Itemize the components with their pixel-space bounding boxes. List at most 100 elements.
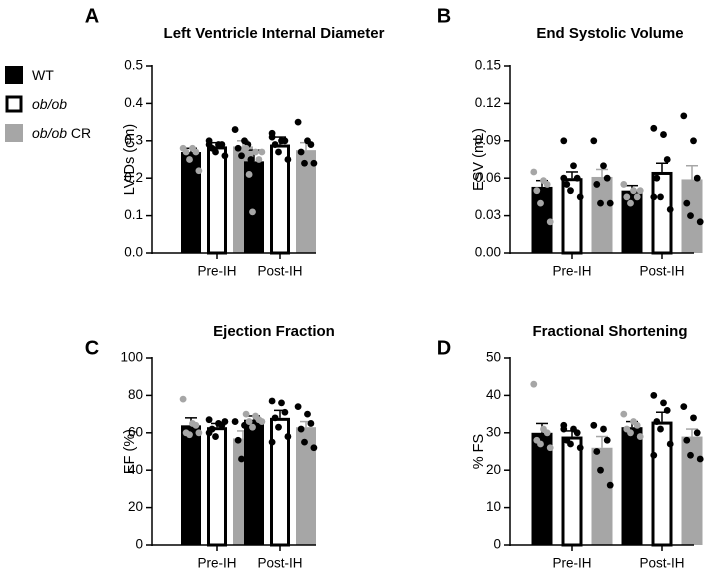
y-tick-label: 0 (135, 537, 143, 552)
data-point (268, 438, 276, 446)
legend-label-suffix: CR (67, 125, 91, 141)
y-tick-label: 0.12 (475, 95, 501, 110)
data-point (693, 174, 701, 182)
data-point (593, 448, 601, 455)
data-point (690, 137, 697, 145)
bar-obobCR-1 (296, 150, 316, 253)
data-point (195, 167, 203, 175)
category-label: Pre-IH (552, 264, 591, 279)
data-point (576, 444, 584, 452)
data-point (653, 418, 661, 425)
data-point (234, 144, 242, 152)
data-point (247, 156, 255, 163)
panel-C: C Ejection Fraction EF (%) Pre-IH Post-IH 0 20… (85, 323, 335, 570)
legend-label-0: WT (32, 67, 54, 83)
legend-label-italic: ob/ob (32, 125, 67, 141)
data-point (573, 174, 581, 182)
data-point (600, 425, 607, 433)
data-point (620, 181, 628, 188)
panel-letter: A (85, 5, 99, 27)
data-point (567, 187, 574, 195)
data-point (533, 187, 541, 195)
data-point (268, 397, 276, 405)
chart-title: Ejection Fraction (213, 323, 335, 340)
bar-obob-1 (651, 171, 673, 255)
legend-swatch-2 (5, 124, 23, 142)
data-point (234, 436, 242, 444)
data-point (680, 403, 688, 411)
data-point (693, 429, 701, 437)
category-label: Post-IH (257, 264, 302, 279)
data-point (663, 406, 671, 414)
bar-WT-0 (181, 152, 201, 253)
data-point (687, 451, 694, 459)
data-point (663, 156, 671, 163)
data-point (537, 199, 544, 207)
data-point (597, 199, 604, 207)
y-axis-label: % FS (471, 434, 487, 469)
y-tick-label: 10 (486, 499, 501, 514)
y-tick-label: 50 (486, 350, 501, 365)
y-tick-label: 30 (486, 424, 501, 439)
data-point (221, 152, 229, 160)
data-point (212, 433, 219, 440)
data-point (310, 159, 318, 167)
panel-letter: C (85, 337, 99, 359)
data-point (603, 436, 611, 444)
data-point (297, 425, 305, 433)
bar-WT-1 (621, 190, 643, 253)
panel-A: A Left Ventricle Internal Diameter LVIDs (… (85, 5, 385, 278)
data-point (650, 392, 658, 399)
data-point (294, 118, 302, 126)
y-axis-label: EF (%) (122, 429, 138, 474)
data-point (218, 141, 226, 148)
data-point (600, 162, 607, 170)
legend-label-italic: ob/ob (32, 96, 67, 112)
y-tick-label: 40 (128, 462, 143, 477)
bar-obobCR-0 (591, 447, 613, 545)
data-point (297, 148, 305, 156)
data-point (281, 408, 289, 416)
data-point (275, 423, 282, 431)
data-point (530, 168, 538, 176)
data-point (576, 193, 584, 201)
data-point (252, 148, 259, 156)
data-point (271, 141, 279, 148)
bar-obobCR-1 (296, 427, 316, 545)
data-point (597, 466, 604, 474)
category-label: Post-IH (257, 556, 302, 570)
data-point (563, 181, 571, 188)
data-point (255, 156, 263, 163)
data-point (245, 418, 253, 425)
bar-WT-0 (181, 425, 201, 545)
data-point (271, 414, 279, 422)
legend-label-text: WT (32, 67, 54, 83)
bar-obob-0 (207, 427, 227, 547)
data-point (231, 418, 239, 425)
data-point (281, 137, 289, 145)
chart-title: Fractional Shortening (532, 323, 687, 340)
data-point (294, 403, 302, 411)
data-point (560, 425, 568, 433)
y-axis-label: LVIDs (cm) (122, 124, 138, 195)
data-point (530, 380, 538, 388)
data-point (650, 193, 658, 201)
data-point (307, 420, 315, 427)
data-point (603, 174, 611, 182)
data-point (657, 193, 664, 201)
data-point (560, 137, 568, 145)
data-point (593, 181, 601, 188)
data-point (275, 148, 282, 156)
y-tick-label: 20 (486, 462, 501, 477)
y-axis-label: ESV (mL) (471, 128, 487, 191)
data-point (657, 425, 664, 433)
data-point (307, 141, 315, 148)
data-point (567, 440, 574, 448)
data-point (284, 156, 292, 163)
data-point (310, 444, 318, 452)
panel-letter: B (437, 5, 451, 27)
data-point (690, 414, 697, 422)
y-tick-label: 0.4 (124, 95, 143, 110)
bar-obobCR-0 (591, 176, 613, 253)
data-point (590, 421, 598, 429)
